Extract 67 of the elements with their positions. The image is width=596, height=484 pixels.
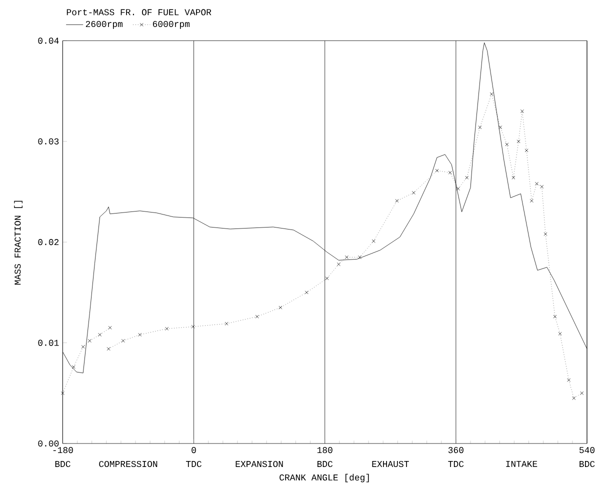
point: [580, 391, 584, 395]
text: BDC: [55, 460, 70, 468]
point: [88, 339, 92, 343]
point: [165, 326, 169, 330]
x-tick-label: 0: [192, 447, 196, 454]
point: [412, 191, 416, 195]
point: [544, 232, 548, 236]
point: [278, 306, 282, 310]
point: [255, 314, 259, 318]
point: [567, 378, 571, 382]
point: [108, 326, 112, 330]
text: EXPANSION: [236, 460, 283, 468]
chart-title: Port-MASS FR. OF FUEL VAPOR: [66, 9, 212, 16]
x-tick-label: -180: [53, 447, 73, 454]
point: [191, 324, 195, 328]
text: EXHAUST: [372, 460, 409, 468]
point: [524, 148, 528, 152]
y-tick-label: 0.02: [38, 239, 59, 246]
point: [395, 199, 399, 203]
point: [530, 199, 534, 203]
point: [325, 276, 329, 280]
point: [72, 365, 76, 369]
point: [478, 126, 482, 130]
text: BDC: [580, 460, 595, 468]
x-tick-label: 360: [448, 447, 464, 454]
y-tick-label: 0.00: [38, 440, 59, 447]
y-tick-label: 0.03: [38, 138, 59, 144]
point: [138, 332, 142, 336]
x-axis-title: CRANK ANGLE [deg]: [280, 474, 369, 482]
point: [344, 255, 348, 259]
point: [540, 184, 544, 188]
point: [60, 391, 64, 395]
point: [465, 176, 469, 180]
text: TDC: [448, 460, 464, 468]
text: BDC: [317, 460, 333, 468]
point: [516, 140, 520, 144]
point: [505, 142, 509, 146]
legend-label: 6000rpm: [152, 20, 190, 29]
legend-label: 2600rpm: [86, 20, 122, 29]
point: [456, 186, 460, 190]
point: [98, 332, 102, 336]
point: [498, 126, 502, 130]
point: [372, 239, 376, 243]
point: [572, 396, 576, 400]
point: [106, 347, 110, 351]
point: [435, 168, 439, 172]
point: [224, 322, 228, 326]
text: COMPRESSION: [99, 460, 158, 468]
y-tick-label: 0.04: [38, 38, 59, 44]
point: [336, 262, 340, 266]
y-tick-label: 0.01: [38, 340, 59, 346]
point: [535, 182, 538, 186]
point: [448, 170, 452, 174]
text: INTAKE: [506, 460, 538, 467]
text: TDC: [186, 460, 202, 468]
x-tick-label: 540: [579, 447, 595, 454]
point: [512, 176, 516, 180]
point: [121, 339, 125, 343]
point: [553, 314, 557, 318]
point: [358, 255, 362, 259]
point: [304, 290, 308, 294]
y-axis-title: MASS FRACTION []: [14, 200, 22, 285]
point: [490, 92, 494, 96]
point: [558, 332, 562, 336]
point: [81, 345, 85, 349]
x-tick-label: 180: [317, 447, 332, 454]
point: [520, 109, 524, 113]
